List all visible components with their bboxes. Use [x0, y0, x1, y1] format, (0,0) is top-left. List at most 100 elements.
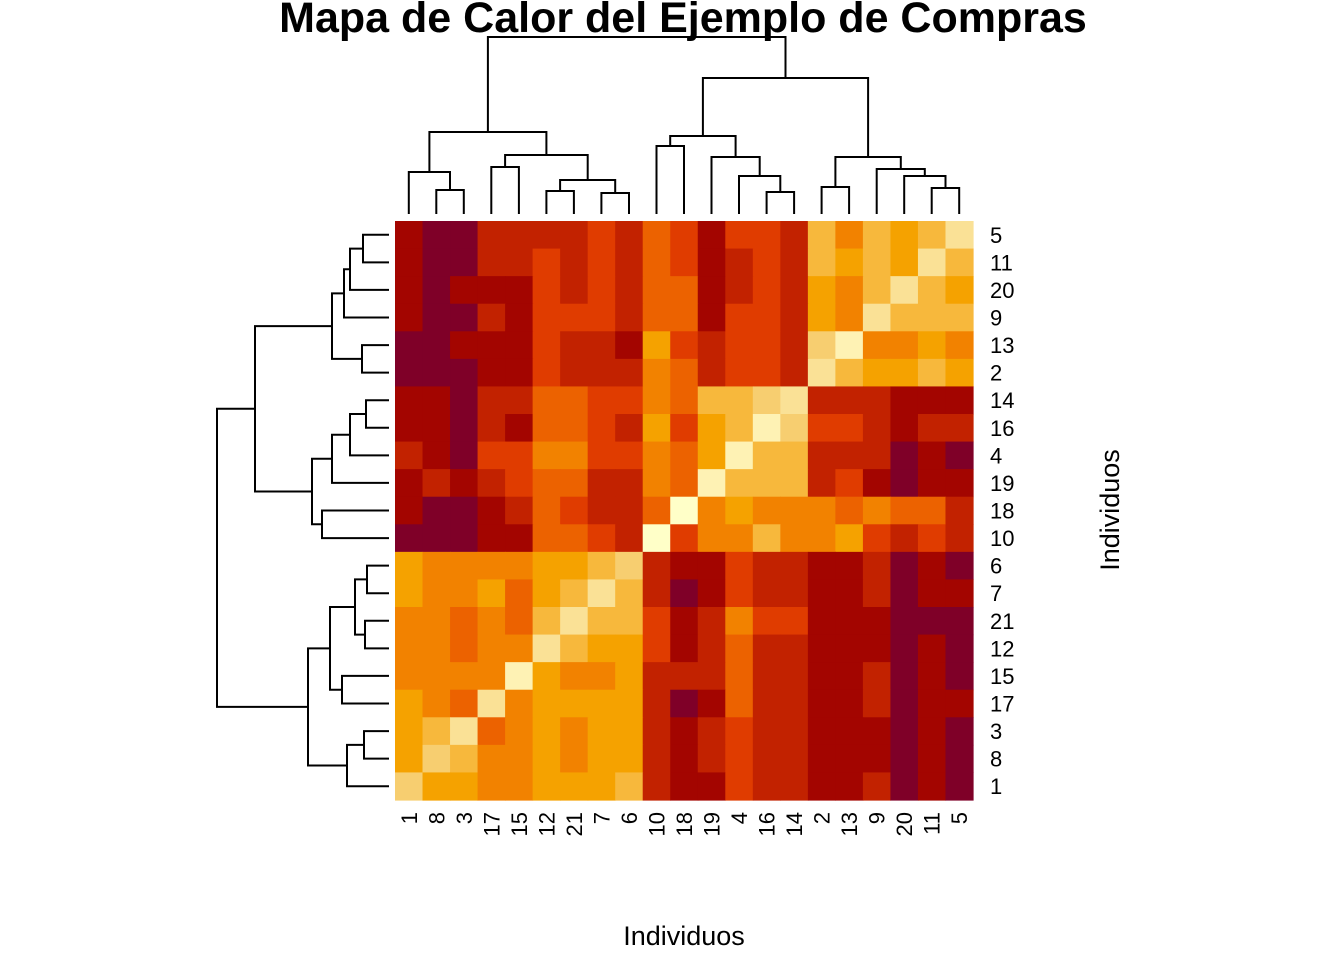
heatmap-cell	[945, 248, 974, 277]
heatmap-cell	[917, 303, 947, 332]
heatmap-cell	[587, 496, 616, 525]
heatmap-cell	[505, 441, 534, 470]
heatmap-cell	[725, 551, 754, 581]
heatmap-cell	[422, 469, 451, 498]
heatmap-cell	[587, 744, 616, 774]
heatmap-cell	[835, 248, 864, 277]
dendrogram-branch	[364, 619, 389, 650]
y-tick-label: 8	[990, 747, 1002, 772]
heatmap-cell	[752, 551, 781, 581]
heatmap-cell	[807, 496, 836, 525]
heatmap-cell	[532, 689, 561, 718]
heatmap-cell	[395, 276, 424, 305]
heatmap-cell	[560, 496, 589, 525]
heatmap-cell	[532, 744, 561, 774]
heatmap-cell	[505, 469, 534, 498]
x-tick-label: 5	[947, 812, 972, 824]
heatmap-cell	[917, 634, 947, 663]
heatmap-cell	[835, 221, 864, 250]
heatmap-cell	[450, 248, 479, 277]
heatmap-cell	[642, 386, 671, 415]
heatmap-cell	[835, 441, 864, 470]
heatmap-cell	[862, 607, 892, 636]
heatmap-cell	[890, 276, 919, 305]
heatmap-cell	[615, 469, 644, 498]
heatmap-cell	[505, 551, 534, 581]
heatmap-cell	[477, 331, 506, 360]
heatmap-cell	[670, 441, 699, 470]
x-tick-label: 3	[452, 812, 477, 824]
dendrogram-branch	[331, 433, 389, 484]
heatmap-cell	[697, 276, 726, 305]
heatmap-cell	[422, 441, 451, 470]
x-tick-label: 18	[672, 812, 697, 836]
y-tick-label: 12	[990, 636, 1014, 661]
heatmap-cell	[917, 717, 947, 746]
dendrogram-branch	[490, 166, 520, 214]
heatmap-cell	[422, 221, 451, 250]
heatmap-cell	[395, 331, 424, 360]
heatmap-cell	[752, 717, 781, 746]
x-tick-label: 15	[507, 812, 532, 836]
heatmap-cell	[945, 607, 974, 636]
heatmap-cell	[697, 744, 726, 774]
heatmap-cell	[587, 414, 616, 443]
dendrogram-branch	[655, 145, 685, 214]
x-tick-label: 8	[424, 812, 449, 824]
heatmap-cell	[890, 607, 919, 636]
heatmap-cell	[862, 441, 892, 470]
heatmap-cell	[450, 414, 479, 443]
heatmap-cell	[615, 496, 644, 525]
heatmap-cell	[945, 221, 974, 250]
dendrogram-branch	[428, 131, 548, 172]
heatmap-cell	[615, 744, 644, 774]
dendrogram-branch	[701, 77, 870, 157]
heatmap-cell	[670, 772, 699, 801]
heatmap-cell	[670, 276, 699, 305]
heatmap-cell	[697, 717, 726, 746]
heatmap-cell	[505, 303, 534, 332]
heatmap-cell	[697, 551, 726, 581]
heatmap-cell	[780, 496, 809, 525]
heatmap-cell	[862, 524, 892, 553]
heatmap-cell	[835, 744, 864, 774]
heatmap-cell	[395, 496, 424, 525]
heatmap-cell	[587, 358, 616, 388]
heatmap-cell	[422, 303, 451, 332]
heatmap-cell	[752, 441, 781, 470]
heatmap-cell	[587, 551, 616, 581]
heatmap-cell	[450, 303, 479, 332]
dendrogram-branch	[435, 189, 465, 214]
heatmap-cell	[835, 579, 864, 608]
heatmap-cell	[917, 358, 947, 388]
heatmap-cell	[945, 634, 974, 663]
y-tick-label: 17	[990, 692, 1014, 717]
heatmap-cell	[450, 772, 479, 801]
heatmap-cell	[752, 414, 781, 443]
heatmap-cell	[477, 607, 506, 636]
heatmap-cell	[807, 662, 836, 691]
heatmap-cell	[532, 414, 561, 443]
heatmap-cell	[422, 634, 451, 663]
heatmap-cell	[917, 744, 947, 774]
heatmap-cell	[642, 689, 671, 718]
heatmap-cell	[862, 386, 892, 415]
heatmap-cell	[835, 634, 864, 663]
heatmap-cell	[697, 386, 726, 415]
heatmap-cell	[615, 441, 644, 470]
heatmap-cell	[642, 248, 671, 277]
heatmap-cell	[862, 496, 892, 525]
heatmap-cell	[560, 689, 589, 718]
heatmap-cell	[532, 303, 561, 332]
heatmap-cell	[505, 717, 534, 746]
heatmap-cell	[450, 386, 479, 415]
heatmap-cell	[395, 358, 424, 388]
heatmap-cell	[642, 744, 671, 774]
heatmap-cell	[395, 551, 424, 581]
heatmap-cell	[532, 469, 561, 498]
heatmap-cell	[477, 414, 506, 443]
heatmap-cell	[752, 276, 781, 305]
x-tick-label: 12	[534, 812, 559, 836]
heatmap-cell	[697, 303, 726, 332]
heatmap-cell	[835, 331, 864, 360]
